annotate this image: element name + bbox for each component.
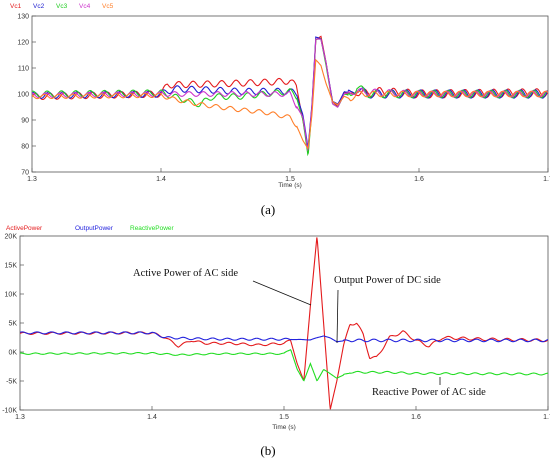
series-line-outputpower — [20, 331, 548, 343]
y-tick-label: 5K — [8, 321, 17, 328]
plot-frame — [19, 235, 549, 411]
y-tick-label: 20K — [5, 234, 18, 241]
y-tick-label: 110 — [18, 66, 29, 73]
series-line-vc5 — [32, 58, 548, 150]
series-line-vc3 — [32, 38, 548, 157]
legend-item-vc1: Vc1 — [10, 3, 22, 10]
annotation-text: Active Power of AC side — [133, 268, 238, 279]
annotation-text: Reactive Power of AC side — [372, 387, 486, 398]
x-tick-label: 1.6 — [414, 176, 424, 183]
x-tick-label: 1.6 — [411, 414, 421, 421]
legend-item-vc4: Vc4 — [79, 3, 91, 10]
legend-item-vc2: Vc2 — [33, 3, 45, 10]
x-tick-label: 1.7 — [543, 414, 550, 421]
x-tick-label: 1.7 — [543, 176, 550, 183]
legend-item-outputpower: OutputPower — [75, 225, 114, 232]
x-axis-label: Time (s) — [272, 424, 296, 431]
x-tick-label: 1.5 — [279, 414, 289, 421]
chart-caption: (a) — [261, 202, 275, 217]
x-tick-label: 1.3 — [15, 414, 25, 421]
series-line-vc4 — [32, 38, 548, 152]
y-tick-label: 90 — [21, 118, 29, 125]
chart-a: 70 80 90 100 110 120 130 1.3 1.4 1.5 1.6 1.7 Time (s… — [10, 3, 550, 217]
legend-item-reactivepower: ReactivePower — [130, 225, 175, 232]
x-tick-label: 1.4 — [156, 176, 166, 183]
y-tick-label: 0K — [8, 350, 17, 357]
legend-item-vc5: Vc5 — [102, 3, 114, 10]
legend-item-activepower: ActivePower — [6, 225, 43, 232]
y-tick-label: 130 — [17, 14, 29, 21]
y-tick-label: 80 — [21, 144, 29, 151]
chart-caption: (b) — [260, 443, 275, 458]
annotation-leader-line — [252, 280, 312, 306]
y-tick-label: -10K — [2, 408, 17, 415]
y-tick-label: 100 — [17, 92, 29, 99]
x-tick-label: 1.3 — [27, 176, 37, 183]
annotation-text: Output Power of DC side — [334, 275, 441, 286]
x-tick-label: 1.4 — [147, 414, 157, 421]
chart-b: -10K -5K 0K 5K 10K 15K 20K 1.3 1.4 1.5 1.6 1.7 Time … — [2, 225, 550, 458]
series-line-reactivepower — [20, 349, 548, 382]
x-axis-label: Time (s) — [278, 182, 302, 189]
y-tick-label: 120 — [17, 40, 29, 47]
y-tick-label: 10K — [5, 292, 18, 299]
y-tick-label: -5K — [6, 379, 17, 386]
series-line-activepower — [20, 237, 548, 410]
annotation-leader-line — [336, 289, 339, 344]
legend-item-vc3: Vc3 — [56, 3, 68, 10]
x-tick-label: 1.5 — [285, 176, 295, 183]
y-tick-label: 15K — [5, 263, 18, 270]
y-tick-label: 70 — [21, 170, 29, 177]
